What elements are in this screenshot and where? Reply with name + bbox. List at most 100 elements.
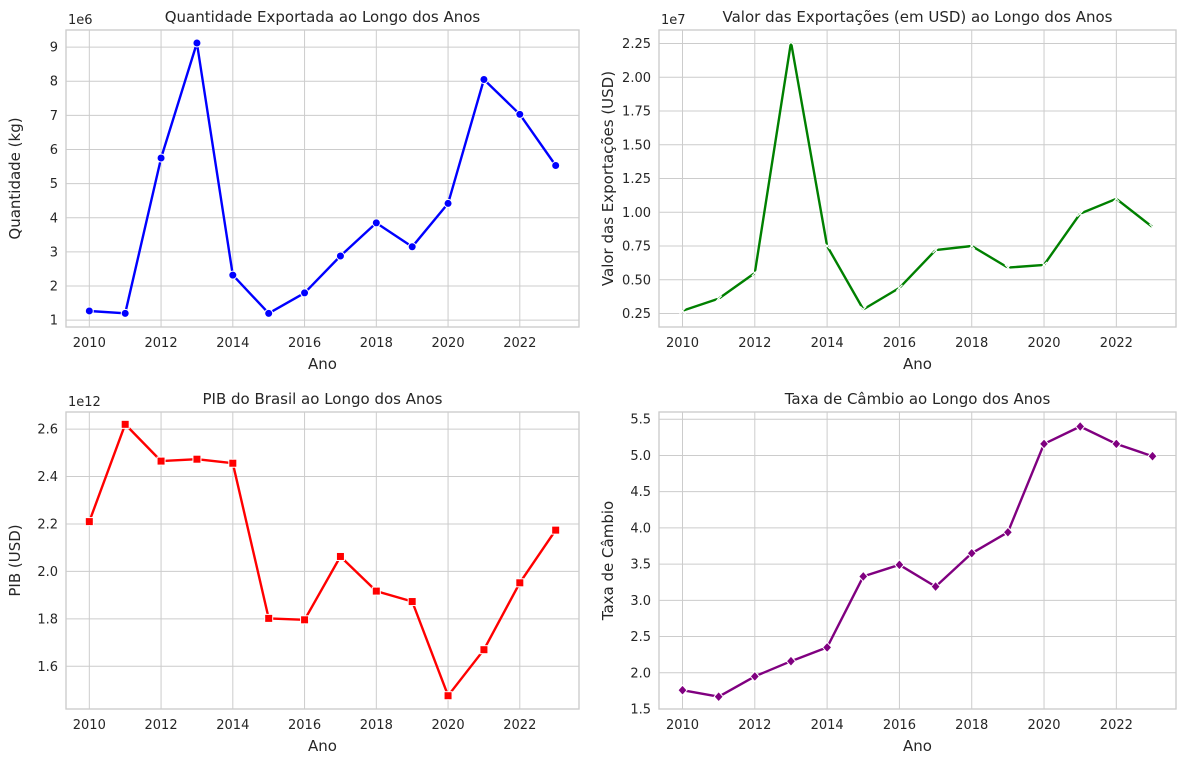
- x-tick-label: 2014: [811, 336, 844, 351]
- data-point: [785, 655, 797, 667]
- data-point: [551, 161, 561, 171]
- data-point: [1149, 223, 1156, 231]
- y-tick-label: 2.0: [37, 565, 58, 580]
- data-point: [228, 270, 238, 280]
- chart-title: Quantidade Exportada ao Longo dos Anos: [165, 8, 481, 26]
- y-tick-label: 2.6: [37, 423, 58, 438]
- data-point: [335, 551, 345, 561]
- y-tick-label: 7: [50, 109, 58, 124]
- x-tick-label: 2012: [145, 336, 178, 351]
- y-tick-label: 4.5: [630, 485, 651, 500]
- data-point: [479, 75, 489, 84]
- y-offset-label: 1e6: [68, 13, 93, 28]
- data-point: [749, 670, 760, 683]
- x-tick-label: 2020: [1027, 336, 1060, 351]
- y-tick-label: 0.25: [622, 307, 651, 322]
- y-axis-label: Quantidade (kg): [6, 117, 24, 239]
- x-tick-label: 2022: [503, 336, 536, 351]
- chart-panel-2: 2010 2012 2014 2016 2018 2020 2022 0.25 0.50 0.75…: [599, 8, 1177, 373]
- y-tick-label: 2.2: [37, 517, 58, 532]
- data-point: [787, 38, 795, 46]
- y-tick-label: 9: [50, 41, 58, 56]
- data-point: [679, 307, 686, 315]
- data-point: [858, 570, 869, 583]
- x-axis-label: Ano: [903, 737, 932, 755]
- data-point: [192, 454, 202, 464]
- data-point: [968, 242, 976, 250]
- y-tick-label: 0.75: [622, 240, 651, 255]
- data-point: [371, 218, 381, 228]
- x-tick-label: 2016: [883, 718, 916, 733]
- y-tick-label: 3: [50, 245, 58, 260]
- y-axis-label: PIB (USD): [6, 524, 24, 596]
- y-tick-label: 2.4: [37, 470, 58, 485]
- data-point: [551, 525, 561, 535]
- data-point: [84, 306, 94, 316]
- y-tick-label: 1.6: [37, 660, 58, 675]
- plot-area: [658, 411, 1177, 710]
- y-offset-label: 1e12: [68, 395, 101, 410]
- data-point: [479, 645, 489, 655]
- chart-title: PIB do Brasil ao Longo dos Anos: [203, 390, 443, 408]
- x-tick-label: 2022: [1100, 718, 1133, 733]
- x-tick-label: 2012: [145, 718, 178, 733]
- x-tick-label: 2014: [811, 718, 844, 733]
- data-point: [823, 242, 831, 250]
- x-tick-label: 2012: [738, 718, 771, 733]
- data-point: [715, 295, 723, 303]
- x-axis-label: Ano: [308, 737, 337, 755]
- y-tick-label: 1: [50, 314, 58, 329]
- y-tick-label: 2: [50, 280, 58, 295]
- data-point: [677, 684, 688, 696]
- y-tick-label: 1.5: [630, 703, 651, 718]
- plot-area: [65, 29, 580, 328]
- data-point: [1038, 438, 1050, 450]
- x-tick-label: 2010: [73, 718, 106, 733]
- data-point: [1002, 526, 1014, 538]
- data-point: [515, 578, 525, 588]
- data-point: [264, 308, 274, 318]
- x-tick-label: 2020: [432, 718, 465, 733]
- data-point: [1111, 438, 1122, 450]
- data-point: [1040, 261, 1048, 269]
- data-point: [515, 109, 525, 119]
- data-point: [156, 456, 166, 466]
- y-axis-label: Valor das Exportações (USD): [599, 71, 617, 286]
- series-line: [88, 423, 557, 697]
- data-point: [1147, 450, 1158, 462]
- y-tick-label: 1.25: [622, 172, 651, 187]
- y-tick-label: 3.5: [630, 558, 651, 573]
- series-line: [89, 41, 557, 315]
- data-point: [407, 242, 417, 252]
- series-line: [682, 425, 1153, 698]
- data-point: [1112, 195, 1120, 203]
- y-tick-label: 4: [50, 211, 58, 226]
- x-tick-label: 2018: [360, 336, 393, 351]
- x-tick-label: 2012: [738, 336, 771, 351]
- plot-frame: [658, 411, 1177, 710]
- data-point: [300, 288, 310, 298]
- y-axis-label: Taxa de Câmbio: [599, 501, 617, 621]
- y-tick-label: 3.0: [630, 594, 651, 609]
- data-point: [932, 246, 940, 254]
- data-point: [894, 559, 905, 571]
- chart-panel-1: 2010 2012 2014 2016 2018 2020 2022 1 2 3 4 5 6 7 8 9 Qua…: [6, 8, 580, 373]
- y-tick-label: 5: [50, 177, 58, 192]
- y-tick-label: 2.5: [630, 630, 651, 645]
- data-point: [930, 580, 941, 593]
- x-tick-label: 2020: [432, 336, 465, 351]
- data-point: [966, 547, 977, 560]
- y-tick-label: 2.0: [630, 666, 651, 681]
- data-point: [895, 284, 903, 292]
- y-tick-label: 2.00: [622, 71, 651, 86]
- x-tick-label: 2010: [73, 336, 106, 351]
- x-tick-label: 2016: [883, 336, 916, 351]
- y-offset-label: 1e7: [661, 13, 686, 28]
- data-point: [120, 419, 130, 429]
- data-point: [713, 690, 724, 703]
- data-point: [1004, 264, 1012, 272]
- x-tick-label: 2022: [1100, 336, 1133, 351]
- x-tick-label: 2018: [360, 718, 393, 733]
